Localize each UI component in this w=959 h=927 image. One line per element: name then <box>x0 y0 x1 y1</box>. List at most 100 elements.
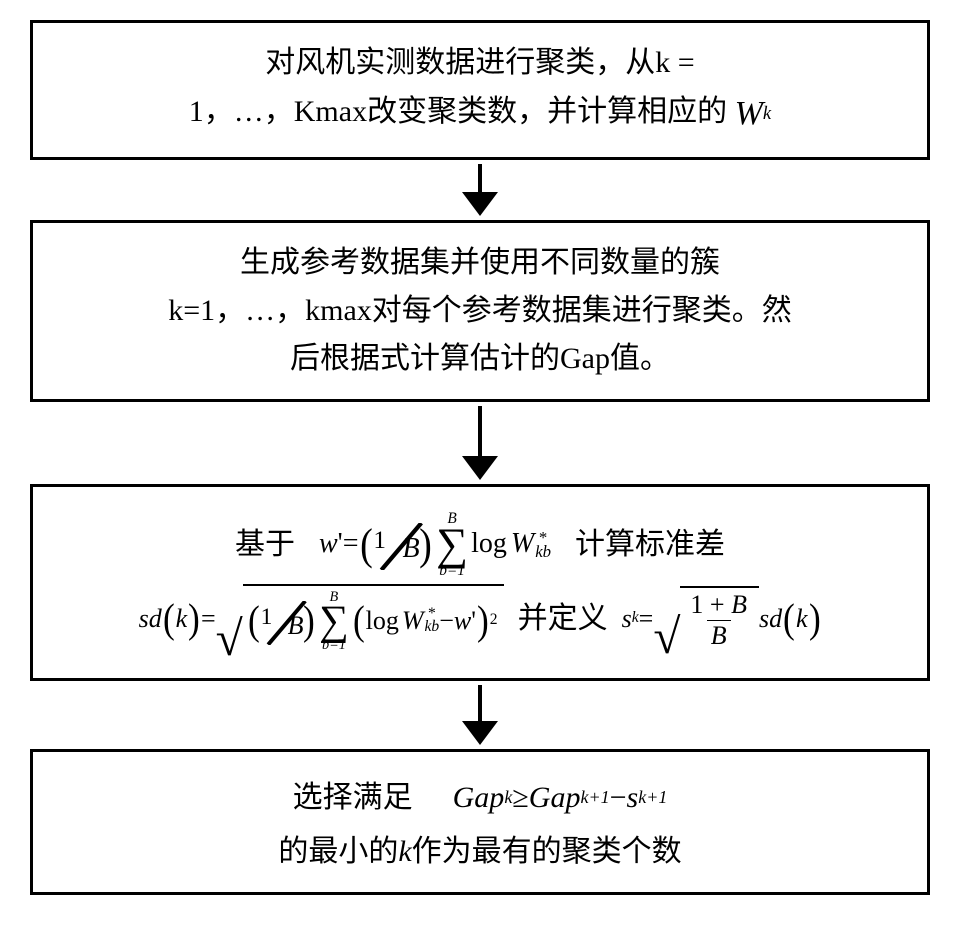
eq-wprime: w' = ( 1 B ) B ∑ b=1 log W * <box>319 511 551 578</box>
step1-eq: = <box>670 46 694 79</box>
eq1-lpar: ( <box>360 527 373 563</box>
arrow-2-stem <box>478 406 482 456</box>
arrow-1-head <box>462 192 498 216</box>
eq2-lpar2: ( <box>248 604 260 637</box>
eq1-1overB: 1 B <box>373 525 418 564</box>
eq3-sk: k <box>632 606 639 631</box>
eq3-lpar: ( <box>783 602 795 635</box>
arrow-1 <box>462 164 498 216</box>
eq2-rpar1: ) <box>188 602 200 635</box>
eq1-W-subsup: * kb <box>535 531 551 558</box>
eq1-w: w <box>319 522 338 567</box>
step1-line2a: 1，…，Kmax改变聚类数，并计算相应的 <box>189 95 735 128</box>
eq2-rpar3: ) <box>477 604 489 637</box>
step4-row1: 选择满足 Gapk ≥ Gapk+1 − sk+1 <box>51 774 909 822</box>
eq-sk: sk = √ 1 + B B sd (k) <box>622 586 822 651</box>
eq2-sigma-icon: ∑ <box>319 604 349 637</box>
eq3-eq: = <box>639 598 654 640</box>
eq1-log: log <box>471 522 507 567</box>
eq2-k: k <box>176 598 188 640</box>
step1-line1a: 对风机实测数据进行聚类，从 <box>265 46 655 79</box>
eq3-num: 1 + B <box>686 592 751 620</box>
eq2-B: B <box>288 605 304 647</box>
eq1-Wsub: kb <box>535 545 551 558</box>
eq2-lpar1: ( <box>163 602 175 635</box>
eq3-surd-icon: √ <box>653 620 680 655</box>
eq2-log: log <box>366 600 399 642</box>
gap2: Gap <box>529 774 581 822</box>
step4-tail: 的最小的 <box>278 835 398 868</box>
eq2-W: W <box>402 600 424 642</box>
step-2-text: 生成参考数据集并使用不同数量的簇 k=1，…，kmax对每个参考数据集进行聚类。… <box>51 239 909 383</box>
step1-k: k <box>655 46 670 79</box>
arrow-3 <box>462 685 498 745</box>
step2-line1: 生成参考数据集并使用不同数量的簇 <box>240 246 720 279</box>
eq1-eq: = <box>343 522 359 567</box>
gap-minus: − <box>610 774 627 822</box>
gap1: Gap <box>453 774 505 822</box>
eq3-den: B <box>707 620 731 649</box>
step3-row1: 基于 w' = ( 1 B ) B ∑ b=1 log W <box>45 511 915 578</box>
eq2-rpar2: ) <box>303 604 315 637</box>
step2-line2: k=1，…，kmax对每个参考数据集进行聚类。然 <box>168 294 792 327</box>
eq2-radicand: ( 1 B ) B ∑ b=1 ( log <box>243 584 504 654</box>
step-4-box: 选择满足 Gapk ≥ Gapk+1 − sk+1 的最小的k作为最有的聚类个数 <box>30 749 930 895</box>
step-1-text: 对风机实测数据进行聚类，从k = 1，…，Kmax改变聚类数，并计算相应的 Wk <box>51 39 909 141</box>
step3-calcstd: 计算标准差 <box>575 521 725 569</box>
eq2-W-subsup: * kb <box>425 608 440 633</box>
eq2-surd-icon: √ <box>216 622 243 657</box>
eq2-1: 1 <box>261 599 273 636</box>
eq3-kk: k <box>796 598 808 640</box>
eq2-eq: = <box>201 598 216 640</box>
eq1-W: W <box>511 522 534 567</box>
eq1-rpar: ) <box>419 527 432 563</box>
step4-k: k <box>398 835 411 868</box>
eq1-sigma-icon: ∑ <box>436 527 468 563</box>
eq2-1overB: 1 B <box>261 603 303 639</box>
eq3-rpar: ) <box>809 602 821 635</box>
step-1-box: 对风机实测数据进行聚类，从k = 1，…，Kmax改变聚类数，并计算相应的 Wk <box>30 20 930 160</box>
arrow-1-stem <box>478 164 482 192</box>
eq2-radical: √ ( 1 B ) B ∑ b=1 <box>216 584 504 654</box>
step4-select: 选择满足 <box>293 774 413 822</box>
gap-s-k1: k+1 <box>638 783 667 812</box>
eq1-1: 1 <box>373 521 386 561</box>
step4-row2: 的最小的k作为最有的聚类个数 <box>51 828 909 876</box>
arrow-2 <box>462 406 498 480</box>
eq-sdk: sd (k) = √ ( 1 B ) B <box>139 584 504 654</box>
gap1-k: k <box>504 783 512 812</box>
eq3-sd: sd <box>759 598 782 640</box>
eq2-minus: − <box>439 600 454 642</box>
step2-line3: 后根据式计算估计的Gap值。 <box>290 342 670 375</box>
eq2-prime: ' <box>471 600 476 642</box>
Wk-k: k <box>763 99 771 129</box>
arrow-3-stem <box>478 685 482 721</box>
eq2-sd: sd <box>139 598 162 640</box>
step-2-box: 生成参考数据集并使用不同数量的簇 k=1，…，kmax对每个参考数据集进行聚类。… <box>30 220 930 402</box>
eq2-sq: 2 <box>490 608 498 633</box>
step-3-box: 基于 w' = ( 1 B ) B ∑ b=1 log W <box>30 484 930 681</box>
eq2-sum-low: b=1 <box>322 638 346 652</box>
step3-anddef: 并定义 <box>518 595 608 643</box>
step4-tail2: 作为最有的聚类个数 <box>412 835 682 868</box>
step3-basedon: 基于 <box>235 521 295 569</box>
eq-gap-ineq: Gapk ≥ Gapk+1 − sk+1 <box>453 774 668 822</box>
eq3-s: s <box>622 598 632 640</box>
eq3-radicand: 1 + B B <box>680 586 759 651</box>
eq2-w: w <box>454 600 471 642</box>
eq2-sum: B ∑ b=1 <box>319 590 349 652</box>
eq1-sum: B ∑ b=1 <box>436 511 468 578</box>
eq1-B: B <box>403 527 420 572</box>
gap-s: s <box>627 774 639 822</box>
Wk-W: W <box>735 87 763 141</box>
eq1-sum-low: b=1 <box>439 563 465 578</box>
eq3-frac: 1 + B B <box>686 592 751 649</box>
gap-ge: ≥ <box>512 774 528 822</box>
gap2-k1: k+1 <box>580 783 609 812</box>
flowchart: 对风机实测数据进行聚类，从k = 1，…，Kmax改变聚类数，并计算相应的 Wk… <box>20 20 940 895</box>
step3-row2: sd (k) = √ ( 1 B ) B <box>45 584 915 654</box>
eq2-lpar3: ( <box>353 604 365 637</box>
step1-Wk: Wk <box>735 87 772 141</box>
arrow-3-head <box>462 721 498 745</box>
eq3-radical: √ 1 + B B <box>653 586 759 651</box>
